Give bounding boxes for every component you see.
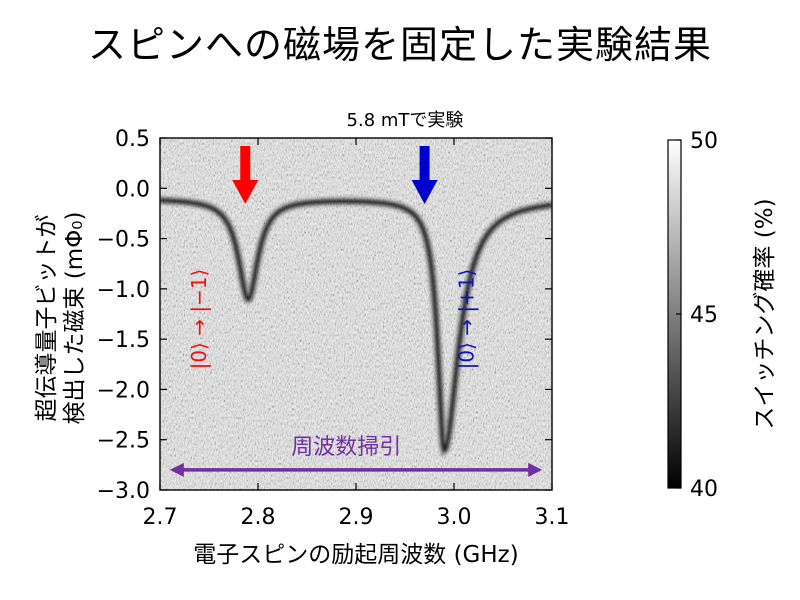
colorbar-tick-label: 45 [690, 303, 718, 328]
plot-area [159, 137, 553, 491]
x-axis-label: 電子スピンの励起周波数 (GHz) [193, 542, 518, 568]
y-tick-label: 0.5 [115, 127, 150, 152]
transition-label-minus: |0⟩ → |−1⟩ [187, 269, 211, 370]
signal-trace [160, 198, 552, 453]
colorbar-label: スイッチング確率 (%) [752, 198, 778, 429]
colorbar-ticks: 50 45 40 [676, 129, 718, 502]
x-tick-label: 3.1 [535, 505, 570, 530]
y-axis-label-line-1: 超伝導量子ビットが [34, 215, 60, 422]
noise-texture [160, 138, 552, 490]
y-axis-label-line-2: 検出した磁束 (mΦ₀) [62, 212, 88, 425]
signal-layer [160, 195, 552, 458]
y-tick-label: −2.0 [97, 378, 150, 403]
transition-label-plus: |0⟩ → |+1⟩ [455, 269, 479, 370]
axes-layer: 2.7 2.8 2.9 3.0 3.1 0.5 0.0 −0.5 −1.0 −1.5 −2.0 −2.… [97, 127, 570, 530]
y-tick-label: −2.5 [97, 429, 150, 454]
x-tick-label: 2.7 [143, 505, 178, 530]
y-tick-label: 0.0 [115, 177, 150, 202]
x-tick-label: 2.8 [241, 505, 276, 530]
sweep-label: 周波数掃引 [291, 435, 401, 460]
annotation-layer: 5.8 mTで実験 |0⟩ → |−1⟩ |0⟩ → |+1⟩ 周波数掃引 [169, 110, 543, 477]
colorbar: 50 45 40 スイッチング確率 (%) [667, 129, 778, 502]
y-tick-label: −1.0 [97, 278, 150, 303]
sweep-double-arrow [169, 462, 543, 477]
y-tick-label: −0.5 [97, 228, 150, 253]
page-title: スピンへの磁場を固定した実験結果 [87, 23, 712, 67]
blue-down-arrow [411, 146, 438, 204]
y-tick-label: −1.5 [97, 328, 150, 353]
x-tick-label: 2.9 [339, 505, 374, 530]
colorbar-tick-label: 50 [690, 129, 718, 154]
x-tick-label: 3.0 [437, 505, 472, 530]
colorbar-tick-label: 40 [690, 477, 718, 502]
y-tick-label: −3.0 [97, 479, 150, 504]
field-annotation: 5.8 mTで実験 [347, 110, 464, 131]
red-down-arrow [232, 146, 259, 204]
